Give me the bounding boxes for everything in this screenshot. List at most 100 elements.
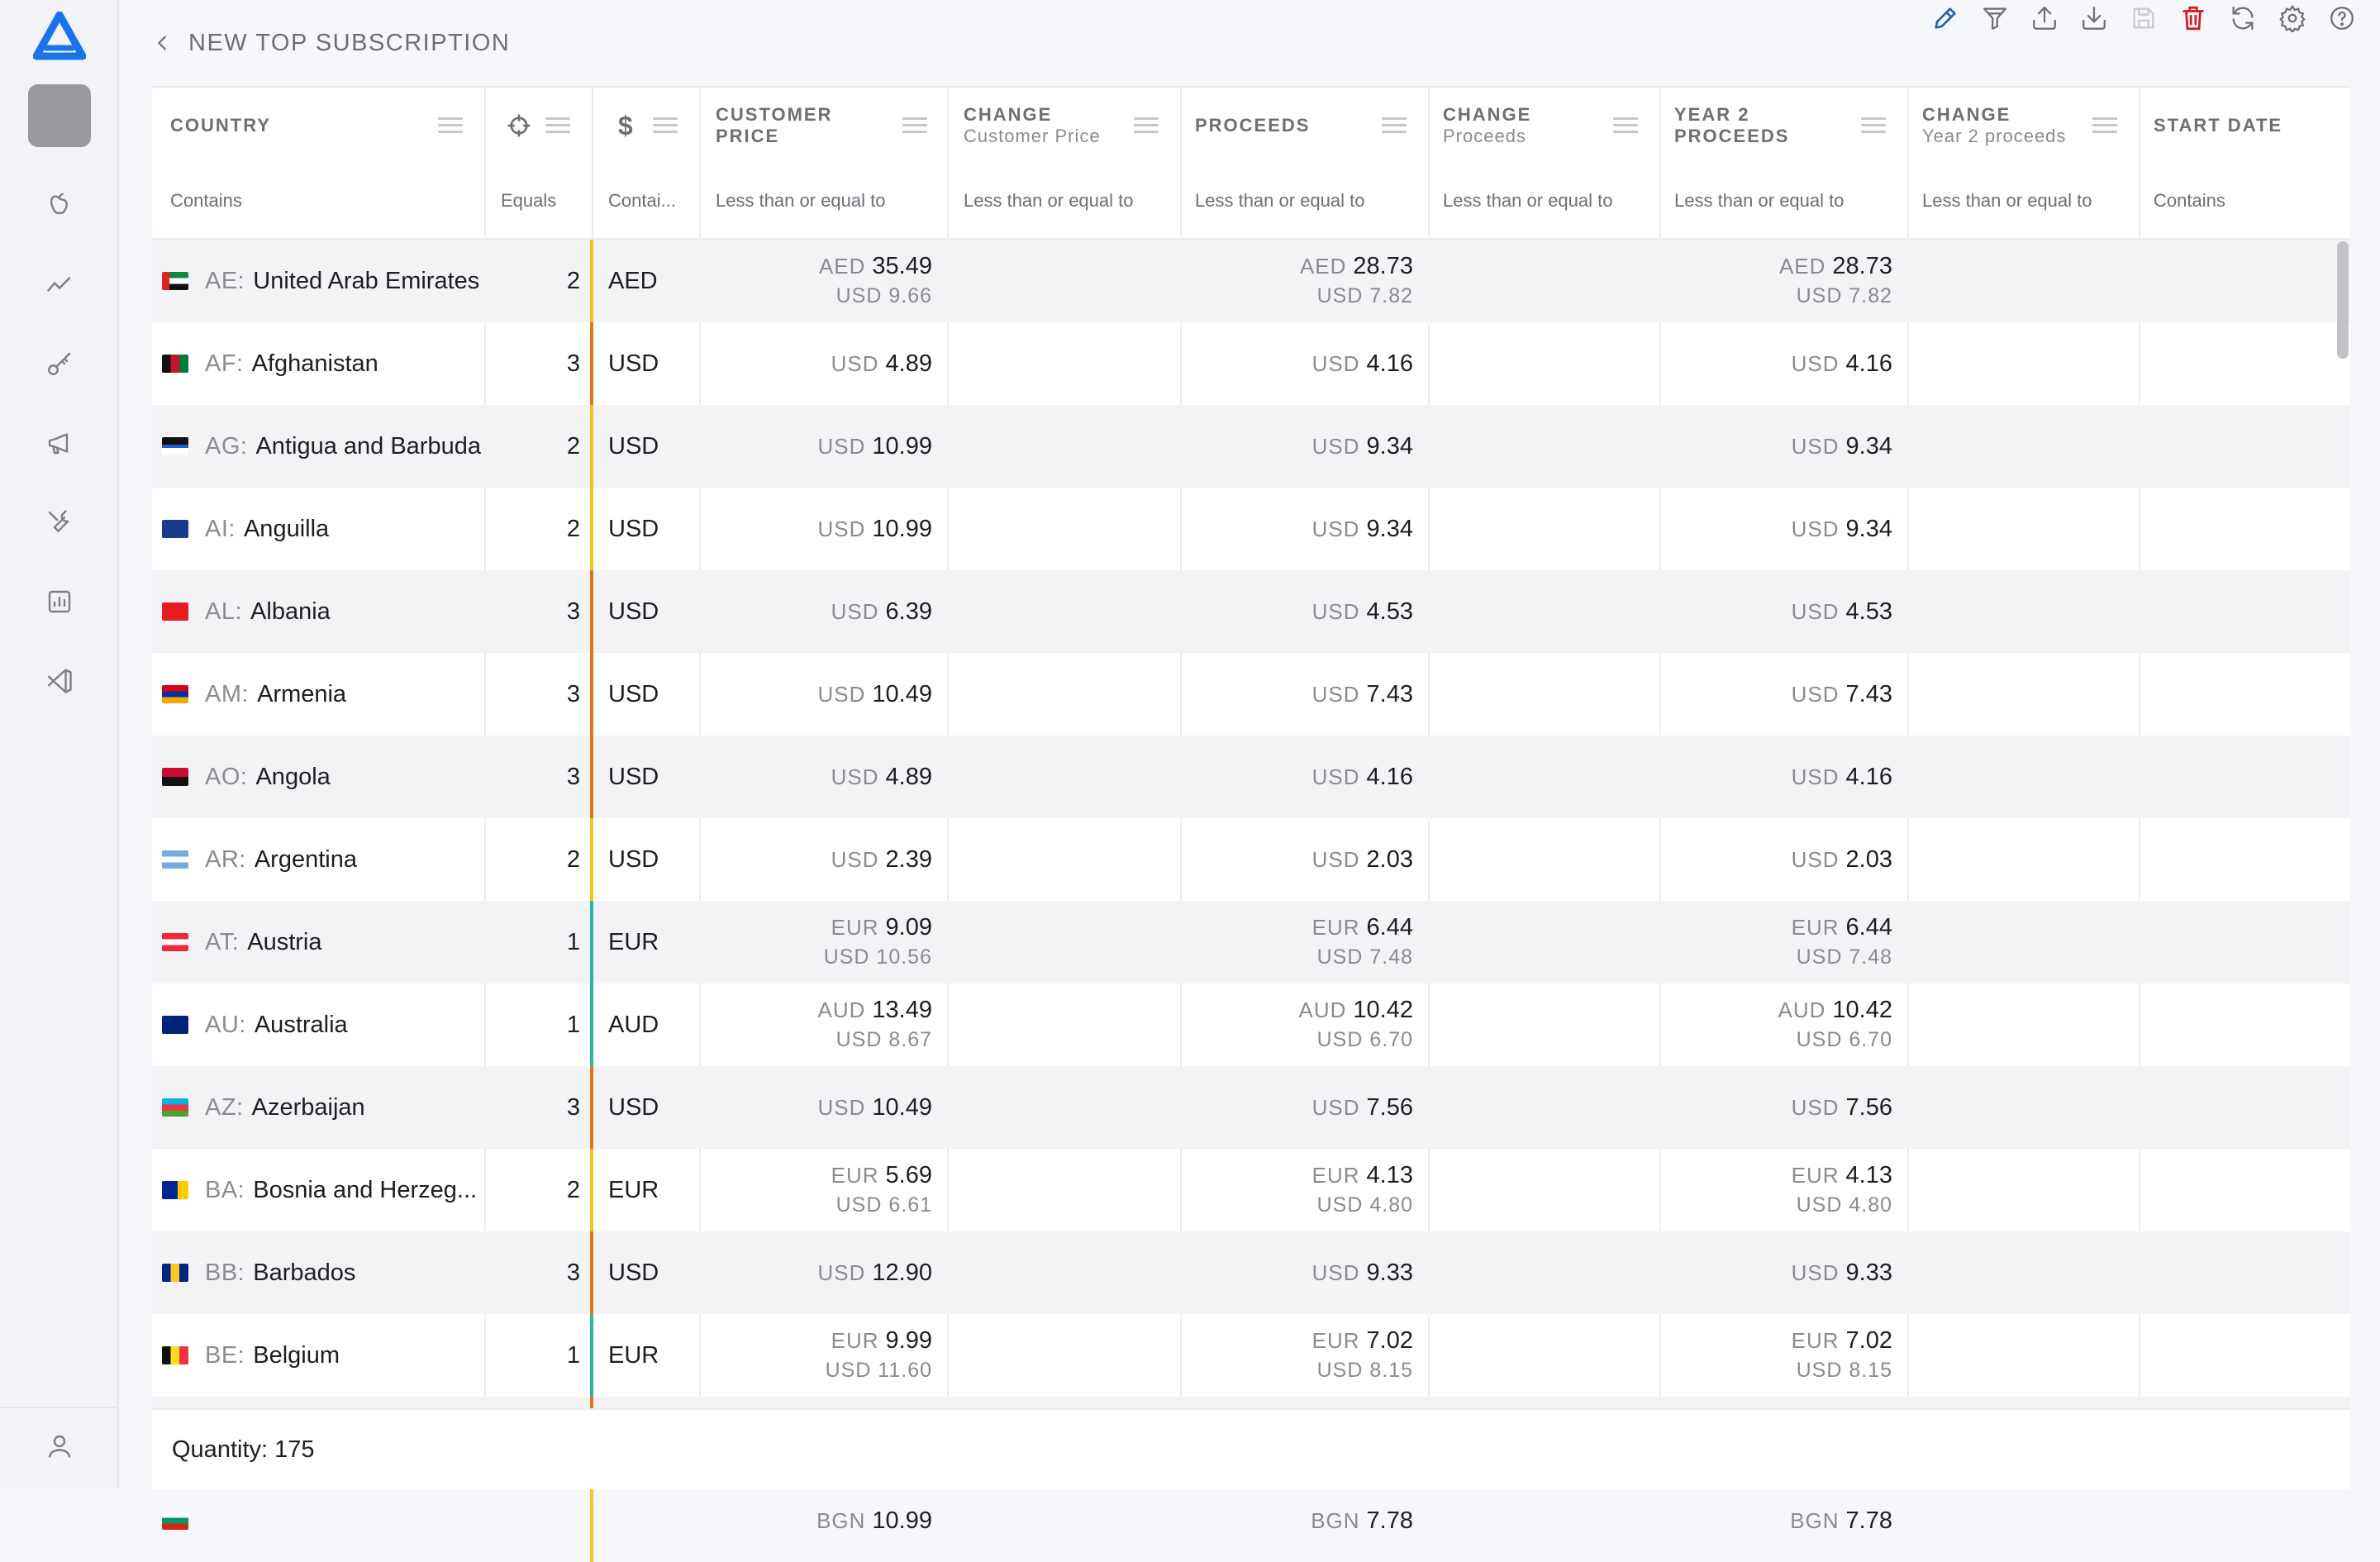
- table-row[interactable]: BA: Bosnia and Herzeg... 2 EUR EUR 5.69 US…: [152, 1149, 2350, 1231]
- currency-cell[interactable]: AED: [608, 240, 691, 322]
- save-icon[interactable]: [2125, 0, 2162, 36]
- column-menu-icon[interactable]: [2092, 117, 2117, 134]
- column-menu-icon[interactable]: [1613, 117, 1638, 134]
- vertical-scrollbar[interactable]: [2337, 241, 2349, 359]
- filter-start-date[interactable]: Contains: [2154, 190, 2225, 211]
- y2-cell[interactable]: USD 9.34: [1659, 488, 1892, 570]
- currency-cell[interactable]: USD: [608, 653, 691, 736]
- column-menu-icon[interactable]: [653, 117, 678, 134]
- key-icon[interactable]: [41, 345, 78, 382]
- currency-cell[interactable]: USD: [608, 570, 691, 653]
- y2-cell[interactable]: EUR 6.44 USD 7.48: [1659, 901, 1892, 983]
- country-cell[interactable]: AZ: Azerbaijan: [162, 1066, 484, 1149]
- y2-cell[interactable]: USD 7.56: [1659, 1066, 1892, 1149]
- filter-tier[interactable]: Equals: [501, 190, 557, 211]
- megaphone-icon[interactable]: [41, 425, 78, 461]
- proceeds-cell[interactable]: USD 9.33: [1180, 1231, 1413, 1314]
- table-row[interactable]: AM: Armenia 3 USD USD 10.49 USD 7.43 USD 7.…: [152, 653, 2350, 736]
- y2-cell[interactable]: USD 7.43: [1659, 653, 1892, 736]
- table-row[interactable]: AU: Australia 1 AUD AUD 13.49 USD 8.67 AUD…: [152, 983, 2350, 1066]
- tier-cell[interactable]: 3: [484, 570, 580, 653]
- price-cell[interactable]: EUR 5.69 USD 6.61: [699, 1149, 932, 1231]
- app-logo-icon[interactable]: [33, 12, 86, 61]
- y2-cell[interactable]: USD 2.03: [1659, 818, 1892, 901]
- currency-cell[interactable]: EUR: [608, 901, 691, 983]
- col-header-start-date[interactable]: START DATE: [2154, 88, 2344, 164]
- country-cell[interactable]: AU: Australia: [162, 983, 484, 1066]
- y2-cell[interactable]: EUR 7.02 USD 8.15: [1659, 1314, 1892, 1397]
- tier-cell[interactable]: 2: [484, 818, 580, 901]
- table-row[interactable]: AG: Antigua and Barbuda 2 USD USD 10.99 U…: [152, 405, 2350, 488]
- filter-proceeds[interactable]: Less than or equal to: [1195, 190, 1365, 211]
- price-cell[interactable]: AED 35.49 USD 9.66: [699, 240, 932, 322]
- currency-cell[interactable]: EUR: [608, 1314, 691, 1397]
- col-header-currency[interactable]: $: [618, 88, 643, 164]
- y2-cell[interactable]: USD 4.53: [1659, 570, 1892, 653]
- proceeds-cell[interactable]: USD 9.34: [1180, 488, 1413, 570]
- column-menu-icon[interactable]: [902, 117, 927, 134]
- country-cell[interactable]: AR: Argentina: [162, 818, 484, 901]
- price-cell[interactable]: USD 10.99: [699, 405, 932, 488]
- price-cell[interactable]: USD 10.49: [699, 1066, 932, 1149]
- proceeds-cell[interactable]: USD 4.53: [1180, 570, 1413, 653]
- proceeds-cell[interactable]: EUR 7.02 USD 8.15: [1180, 1314, 1413, 1397]
- price-cell[interactable]: USD 2.39: [699, 818, 932, 901]
- proceeds-cell[interactable]: USD 7.43: [1180, 653, 1413, 736]
- apple-icon[interactable]: [41, 187, 78, 223]
- filter-change-customer-price[interactable]: Less than or equal to: [964, 190, 1134, 211]
- column-menu-icon[interactable]: [1861, 117, 1886, 134]
- country-cell[interactable]: [162, 1479, 484, 1562]
- filter-year2-proceeds[interactable]: Less than or equal to: [1674, 190, 1844, 211]
- settings-icon[interactable]: [2274, 0, 2311, 36]
- tier-cell[interactable]: 2: [484, 405, 580, 488]
- col-header-country[interactable]: COUNTRY: [170, 88, 476, 164]
- currency-cell[interactable]: USD: [608, 1066, 691, 1149]
- proceeds-cell[interactable]: AED 28.73 USD 7.82: [1180, 240, 1413, 322]
- currency-cell[interactable]: EUR: [608, 1149, 691, 1231]
- table-row[interactable]: BB: Barbados 3 USD USD 12.90 USD 9.33 USD 9…: [152, 1231, 2350, 1314]
- refresh-icon[interactable]: [2225, 0, 2261, 36]
- filter-change-proceeds[interactable]: Less than or equal to: [1443, 190, 1613, 211]
- country-cell[interactable]: AO: Angola: [162, 736, 484, 818]
- country-cell[interactable]: AL: Albania: [162, 570, 484, 653]
- proceeds-cell[interactable]: USD 7.56: [1180, 1066, 1413, 1149]
- tier-cell[interactable]: 1: [484, 1314, 580, 1397]
- column-menu-icon[interactable]: [438, 117, 463, 134]
- tier-cell[interactable]: [484, 1479, 580, 1562]
- tier-cell[interactable]: 1: [484, 901, 580, 983]
- col-header-customer-price[interactable]: CUSTOMER PRICE: [716, 88, 906, 164]
- table-row[interactable]: AE: United Arab Emirates 2 AED AED 35.49 U…: [152, 240, 2350, 322]
- proceeds-cell[interactable]: EUR 4.13 USD 4.80: [1180, 1149, 1413, 1231]
- price-cell[interactable]: USD 10.99: [699, 488, 932, 570]
- back-chevron-icon[interactable]: [150, 26, 175, 60]
- y2-cell[interactable]: AUD 10.42 USD 6.70: [1659, 983, 1892, 1066]
- country-cell[interactable]: AE: United Arab Emirates: [162, 240, 484, 322]
- proceeds-cell[interactable]: AUD 10.42 USD 6.70: [1180, 983, 1413, 1066]
- col-header-proceeds[interactable]: PROCEEDS: [1195, 88, 1393, 164]
- filter-customer-price[interactable]: Less than or equal to: [716, 190, 886, 211]
- filter-country[interactable]: Contains: [170, 190, 242, 211]
- table-row[interactable]: BGN 10.99 BGN 7.78 BGN 7.78: [152, 1479, 2350, 1562]
- table-row[interactable]: AT: Austria 1 EUR EUR 9.09 USD 10.56 EUR 6.…: [152, 901, 2350, 983]
- country-cell[interactable]: AG: Antigua and Barbuda: [162, 405, 484, 488]
- currency-cell[interactable]: [608, 1479, 691, 1562]
- currency-cell[interactable]: USD: [608, 405, 691, 488]
- y2-cell[interactable]: USD 9.34: [1659, 405, 1892, 488]
- help-icon[interactable]: [2324, 0, 2360, 36]
- table-row[interactable]: AL: Albania 3 USD USD 6.39 USD 4.53 USD 4.5…: [152, 570, 2350, 653]
- col-header-year2-proceeds[interactable]: YEAR 2 PROCEEDS: [1674, 88, 1864, 164]
- table-row[interactable]: AR: Argentina 2 USD USD 2.39 USD 2.03 USD 2…: [152, 818, 2350, 901]
- col-header-tier[interactable]: [506, 88, 539, 164]
- country-cell[interactable]: BE: Belgium: [162, 1314, 484, 1397]
- bar-chart-icon[interactable]: [41, 583, 78, 620]
- currency-cell[interactable]: USD: [608, 322, 691, 405]
- tier-cell[interactable]: 3: [484, 653, 580, 736]
- country-cell[interactable]: AT: Austria: [162, 901, 484, 983]
- y2-cell[interactable]: BGN 7.78: [1659, 1479, 1892, 1562]
- currency-cell[interactable]: AUD: [608, 983, 691, 1066]
- proceeds-cell[interactable]: USD 9.34: [1180, 405, 1413, 488]
- country-cell[interactable]: AI: Anguilla: [162, 488, 484, 570]
- chart-line-icon[interactable]: [41, 266, 78, 302]
